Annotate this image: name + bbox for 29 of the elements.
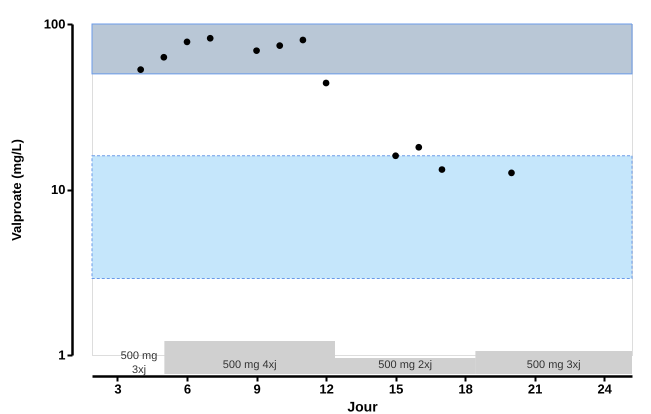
x-axis-title: Jour	[347, 398, 378, 414]
x-tick-label: 3	[114, 382, 122, 396]
point	[415, 144, 422, 151]
point	[392, 152, 399, 160]
point	[137, 66, 144, 73]
y-tick-label: 100	[44, 16, 66, 32]
x-tick-label: 9	[253, 382, 261, 396]
point	[160, 54, 168, 61]
annotation: 500 mg 3xj	[120, 350, 158, 376]
point	[300, 36, 306, 44]
x-tick-label: 24	[597, 382, 613, 396]
x-tick-label: 6	[184, 382, 192, 396]
x-tick-label: 21	[528, 382, 542, 396]
y-tick-label: 10	[51, 182, 66, 197]
point	[322, 80, 330, 86]
text: 500 mg 4xj	[222, 359, 277, 371]
point	[276, 42, 284, 49]
point	[184, 38, 190, 46]
y-tick-label: 1	[58, 348, 66, 362]
x-tick-label: 18	[458, 382, 473, 396]
text: 500 mg 3xj	[526, 359, 581, 371]
x-tick-label: 12	[319, 382, 334, 396]
point	[253, 47, 260, 54]
y-axis-title: Valproate (mg/L)	[8, 139, 24, 241]
point	[508, 170, 515, 176]
point	[438, 166, 446, 173]
x-tick-label: 15	[388, 382, 404, 396]
point	[206, 34, 214, 42]
text: 500 mg 2xj	[378, 359, 432, 371]
